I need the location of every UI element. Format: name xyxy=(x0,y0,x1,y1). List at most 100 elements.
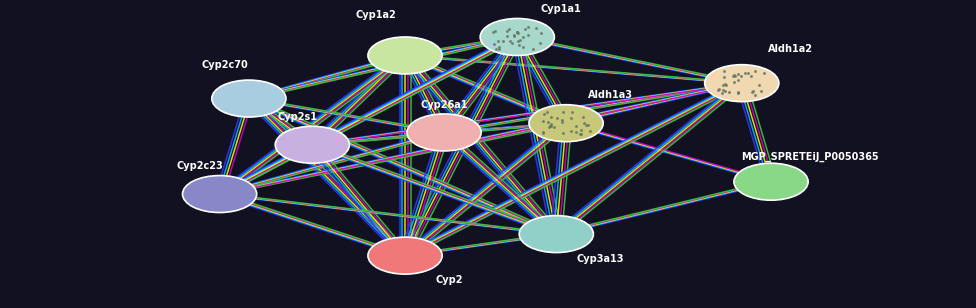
Point xyxy=(543,115,558,120)
Point xyxy=(540,120,555,124)
Point xyxy=(752,83,767,87)
Point xyxy=(582,129,597,134)
Point xyxy=(745,88,760,93)
Point xyxy=(578,123,593,128)
Point xyxy=(510,30,526,35)
Point xyxy=(730,90,746,95)
Point xyxy=(544,123,559,128)
Point xyxy=(717,82,733,87)
Point xyxy=(533,30,549,35)
Point xyxy=(714,82,730,87)
Ellipse shape xyxy=(734,163,808,200)
Point xyxy=(507,32,522,37)
Point xyxy=(743,74,758,79)
Text: Cyp1a1: Cyp1a1 xyxy=(541,4,582,14)
Point xyxy=(543,124,558,128)
Point xyxy=(549,116,565,121)
Point xyxy=(517,26,533,31)
Point xyxy=(541,124,556,129)
Point xyxy=(536,112,551,117)
Text: Cyp2: Cyp2 xyxy=(435,275,463,285)
Point xyxy=(554,118,570,123)
Point xyxy=(515,35,531,40)
Text: Aldh1a2: Aldh1a2 xyxy=(768,44,813,54)
Point xyxy=(718,83,734,87)
Text: Cyp2c23: Cyp2c23 xyxy=(177,161,224,171)
Point xyxy=(576,114,591,119)
Point xyxy=(741,71,756,76)
Ellipse shape xyxy=(529,105,603,142)
Point xyxy=(507,34,522,38)
Point xyxy=(576,121,591,126)
Point xyxy=(511,43,527,48)
Ellipse shape xyxy=(407,114,481,151)
Point xyxy=(716,75,732,80)
Point xyxy=(510,38,526,43)
Point xyxy=(485,30,501,34)
Ellipse shape xyxy=(368,237,442,274)
Point xyxy=(512,37,528,42)
Point xyxy=(501,27,516,32)
Ellipse shape xyxy=(368,37,442,74)
Point xyxy=(491,47,507,51)
Point xyxy=(563,116,579,121)
Point xyxy=(555,131,571,136)
Point xyxy=(491,44,507,49)
Point xyxy=(573,132,589,136)
Point xyxy=(721,90,737,95)
Point xyxy=(505,40,520,45)
Point xyxy=(716,69,732,74)
Point xyxy=(573,128,589,132)
Point xyxy=(547,125,562,130)
Point xyxy=(573,132,589,136)
Text: MGP_SPRETEiJ_P0050365: MGP_SPRETEiJ_P0050365 xyxy=(741,152,879,162)
Point xyxy=(711,88,726,93)
Point xyxy=(580,122,595,127)
Point xyxy=(543,122,558,127)
Point xyxy=(734,74,750,79)
Point xyxy=(535,129,550,134)
Point xyxy=(488,28,504,33)
Ellipse shape xyxy=(275,126,349,163)
Point xyxy=(520,33,536,38)
Ellipse shape xyxy=(519,216,593,253)
Ellipse shape xyxy=(183,176,257,213)
Point xyxy=(568,130,584,135)
Point xyxy=(500,28,515,33)
Ellipse shape xyxy=(480,18,554,55)
Point xyxy=(489,47,505,51)
Point xyxy=(525,47,541,51)
Point xyxy=(725,74,741,79)
Point xyxy=(563,128,579,133)
Point xyxy=(753,88,769,93)
Point xyxy=(499,34,514,39)
Point xyxy=(496,38,511,43)
Point xyxy=(717,88,733,93)
Point xyxy=(748,69,763,74)
Point xyxy=(726,72,742,77)
Point xyxy=(730,72,746,77)
Point xyxy=(515,44,531,49)
Point xyxy=(714,87,730,92)
Point xyxy=(536,131,551,136)
Text: Cyp2c70: Cyp2c70 xyxy=(201,60,248,70)
Point xyxy=(554,119,570,124)
Point xyxy=(726,79,742,84)
Text: Cyp3a13: Cyp3a13 xyxy=(577,254,624,264)
Point xyxy=(748,93,763,98)
Point xyxy=(509,30,525,34)
Point xyxy=(730,78,746,83)
Text: Cyp1a2: Cyp1a2 xyxy=(355,10,396,20)
Point xyxy=(730,90,746,95)
Point xyxy=(744,90,759,95)
Point xyxy=(528,26,544,30)
Point xyxy=(569,123,585,128)
Point xyxy=(712,87,727,91)
Ellipse shape xyxy=(705,65,779,102)
Point xyxy=(520,25,536,30)
Text: Cyp26a1: Cyp26a1 xyxy=(421,100,468,110)
Point xyxy=(564,110,580,115)
Point xyxy=(756,70,772,75)
Point xyxy=(713,91,729,95)
Point xyxy=(532,41,548,46)
